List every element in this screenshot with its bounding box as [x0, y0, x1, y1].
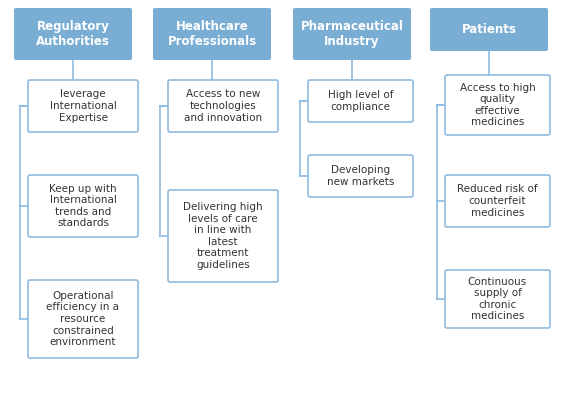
FancyBboxPatch shape: [445, 75, 550, 135]
Text: Regulatory
Authorities: Regulatory Authorities: [36, 20, 110, 48]
FancyBboxPatch shape: [28, 175, 138, 237]
FancyBboxPatch shape: [28, 280, 138, 358]
Text: Operational
efficiency in a
resource
constrained
environment: Operational efficiency in a resource con…: [47, 291, 120, 347]
Text: Access to high
quality
effective
medicines: Access to high quality effective medicin…: [460, 83, 536, 127]
Text: Keep up with
International
trends and
standards: Keep up with International trends and st…: [49, 183, 117, 228]
FancyBboxPatch shape: [308, 155, 413, 197]
FancyBboxPatch shape: [28, 80, 138, 132]
FancyBboxPatch shape: [445, 175, 550, 227]
Text: Access to new
technologies
and innovation: Access to new technologies and innovatio…: [184, 89, 262, 123]
Text: Developing
new markets: Developing new markets: [327, 165, 394, 187]
Text: Reduced risk of
counterfeit
medicines: Reduced risk of counterfeit medicines: [457, 184, 538, 218]
FancyBboxPatch shape: [14, 8, 132, 60]
Text: Healthcare
Professionals: Healthcare Professionals: [167, 20, 257, 48]
Text: Patients: Patients: [461, 23, 516, 36]
Text: Pharmaceutical
Industry: Pharmaceutical Industry: [301, 20, 404, 48]
FancyBboxPatch shape: [168, 80, 278, 132]
Text: Delivering high
levels of care
in line with
latest
treatment
guidelines: Delivering high levels of care in line w…: [183, 202, 263, 270]
FancyBboxPatch shape: [445, 270, 550, 328]
FancyBboxPatch shape: [168, 190, 278, 282]
FancyBboxPatch shape: [430, 8, 548, 51]
Text: High level of
compliance: High level of compliance: [328, 90, 393, 112]
Text: leverage
International
Expertise: leverage International Expertise: [49, 89, 116, 123]
FancyBboxPatch shape: [153, 8, 271, 60]
FancyBboxPatch shape: [293, 8, 411, 60]
FancyBboxPatch shape: [308, 80, 413, 122]
Text: Continuous
supply of
chronic
medicines: Continuous supply of chronic medicines: [468, 277, 527, 322]
